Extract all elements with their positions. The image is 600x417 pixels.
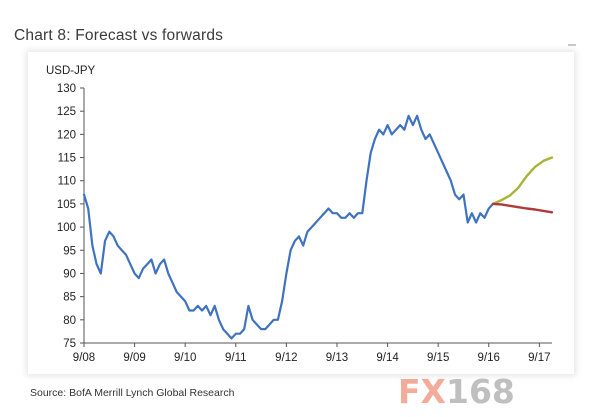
fx168-watermark: FX168 [398, 372, 515, 411]
x-tick-label: 9/13 [326, 352, 348, 364]
x-tick-label: 9/15 [427, 352, 449, 364]
line-chart: USD-JPY 75 80 85 90 95 100 105 110 115 120 125 130 9/… [46, 65, 554, 364]
watermark-prefix: FX [398, 372, 446, 411]
y-tick-label: 85 [63, 292, 76, 304]
y-tick-label: 115 [58, 153, 76, 165]
forwards-series-line [491, 202, 554, 214]
y-tick-label: 95 [63, 245, 76, 257]
x-tick-label: 9/10 [174, 352, 196, 364]
y-tick-label: 120 [57, 129, 76, 141]
y-tick-label: 130 [57, 83, 76, 95]
y-tick-label: 125 [57, 106, 76, 118]
x-tick-label: 9/16 [478, 352, 500, 364]
x-tick-label: 9/08 [73, 352, 95, 364]
x-tick-label: 9/12 [275, 352, 297, 364]
y-tick-label: 100 [57, 222, 76, 234]
source-note: Source: BofA Merrill Lynch Global Resear… [30, 387, 235, 399]
y-axis-label: USD-JPY [46, 65, 96, 77]
chart-frame: USD-JPY 75 80 85 90 95 100 105 110 115 120 125 130 9/… [28, 52, 574, 374]
y-tick-label: 90 [63, 268, 76, 280]
corner-mark [568, 44, 576, 46]
x-tick-label: 9/09 [123, 352, 145, 364]
watermark-suffix: 168 [446, 372, 515, 411]
x-tick-label: 9/17 [528, 352, 550, 364]
x-tick-label: 9/14 [376, 352, 399, 364]
y-tick-label: 105 [57, 199, 76, 211]
y-tick-label: 75 [63, 338, 76, 350]
forecast-series-line [491, 156, 554, 206]
x-tick-label: 9/11 [225, 352, 247, 364]
y-tick-label: 80 [63, 315, 76, 327]
chart-title: Chart 8: Forecast vs forwards [14, 27, 224, 44]
y-tick-label: 110 [58, 176, 76, 188]
spot-series-line [82, 114, 495, 340]
